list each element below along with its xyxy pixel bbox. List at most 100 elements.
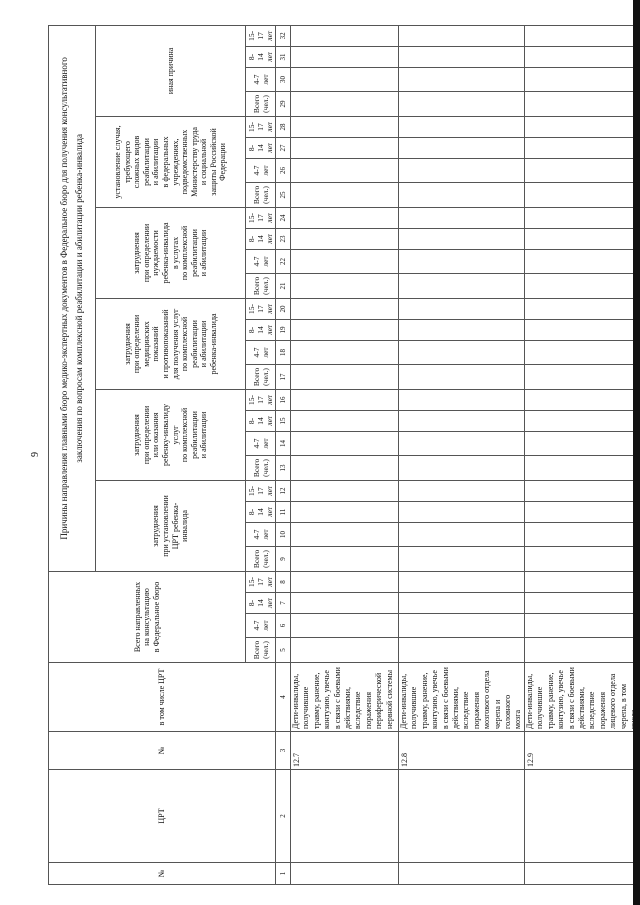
data-cell[interactable] [290,273,399,299]
data-cell[interactable] [524,340,640,365]
data-cell[interactable] [398,319,525,341]
data-cell[interactable] [290,364,399,390]
column-number: 15 [275,410,291,432]
data-cell[interactable] [290,410,399,432]
data-cell[interactable] [290,182,399,208]
data-cell[interactable] [524,298,640,320]
data-cell[interactable] [398,207,525,229]
row-index-cell [398,862,525,885]
data-cell[interactable] [524,25,640,47]
data-cell[interactable] [398,455,525,481]
data-cell[interactable] [290,46,399,68]
data-cell[interactable] [290,298,399,320]
data-cell[interactable] [398,340,525,365]
data-cell[interactable] [398,571,525,593]
data-cell[interactable] [524,613,640,638]
data-cell[interactable] [524,571,640,593]
data-cell[interactable] [290,389,399,411]
data-cell[interactable] [524,592,640,614]
data-cell[interactable] [398,592,525,614]
data-cell[interactable] [398,522,525,547]
data-cell[interactable] [398,116,525,138]
data-cell[interactable] [290,207,399,229]
data-cell[interactable] [290,158,399,183]
data-cell[interactable] [290,137,399,159]
data-cell[interactable] [524,546,640,572]
column-number: 10 [275,522,291,547]
age-8-14-label: 8- 14 лет [245,410,276,432]
data-cell[interactable] [524,249,640,274]
data-cell[interactable] [524,431,640,456]
age-8-14-label: 8- 14 лет [245,228,276,250]
data-cell[interactable] [524,228,640,250]
data-cell[interactable] [524,364,640,390]
data-cell[interactable] [398,137,525,159]
data-cell[interactable] [398,182,525,208]
data-cell[interactable] [290,91,399,117]
data-cell[interactable] [290,319,399,341]
header-crt: ЦРТ [48,769,276,863]
data-cell[interactable] [524,501,640,523]
data-cell[interactable] [398,91,525,117]
age-8-14-label: 8- 14 лет [245,319,276,341]
data-cell[interactable] [398,431,525,456]
age-4-7-label: 4-7 лет [245,158,276,183]
age-8-14-label: 8- 14 лет [245,592,276,614]
data-cell[interactable] [290,592,399,614]
data-cell[interactable] [398,249,525,274]
data-cell[interactable] [524,46,640,68]
data-cell[interactable] [398,298,525,320]
column-number: 32 [275,25,291,47]
row-crt-cell [398,769,525,863]
data-cell[interactable] [398,228,525,250]
data-cell[interactable] [398,25,525,47]
data-cell[interactable] [524,319,640,341]
data-cell[interactable] [290,546,399,572]
data-cell[interactable] [524,116,640,138]
data-cell[interactable] [290,613,399,638]
data-cell[interactable] [290,67,399,92]
data-cell[interactable] [290,501,399,523]
data-cell[interactable] [290,340,399,365]
data-cell[interactable] [290,116,399,138]
data-cell[interactable] [398,158,525,183]
data-cell[interactable] [524,480,640,502]
data-cell[interactable] [524,410,640,432]
data-cell[interactable] [290,431,399,456]
data-cell[interactable] [524,158,640,183]
data-cell[interactable] [398,364,525,390]
age-total-label: Всего (чел.) [245,546,276,572]
data-cell[interactable] [524,637,640,663]
data-cell[interactable] [524,182,640,208]
data-cell[interactable] [398,480,525,502]
data-cell[interactable] [398,613,525,638]
data-cell[interactable] [398,410,525,432]
data-cell[interactable] [290,571,399,593]
data-cell[interactable] [290,249,399,274]
data-cell[interactable] [524,455,640,481]
data-cell[interactable] [524,67,640,92]
data-cell[interactable] [398,67,525,92]
data-cell[interactable] [524,137,640,159]
data-cell[interactable] [524,207,640,229]
data-cell[interactable] [524,522,640,547]
data-cell[interactable] [524,273,640,299]
data-cell[interactable] [524,91,640,117]
age-8-14-label: 8- 14 лет [245,46,276,68]
data-cell[interactable] [290,228,399,250]
data-cell[interactable] [290,480,399,502]
data-cell[interactable] [398,637,525,663]
data-cell[interactable] [290,25,399,47]
data-cell[interactable] [398,546,525,572]
row-code: 12.7 [290,731,399,770]
scan-edge [633,0,640,905]
data-cell[interactable] [524,389,640,411]
data-cell[interactable] [290,637,399,663]
data-cell[interactable] [290,522,399,547]
data-cell[interactable] [398,273,525,299]
column-number: 26 [275,158,291,183]
data-cell[interactable] [290,455,399,481]
data-cell[interactable] [398,389,525,411]
data-cell[interactable] [398,501,525,523]
data-cell[interactable] [398,46,525,68]
